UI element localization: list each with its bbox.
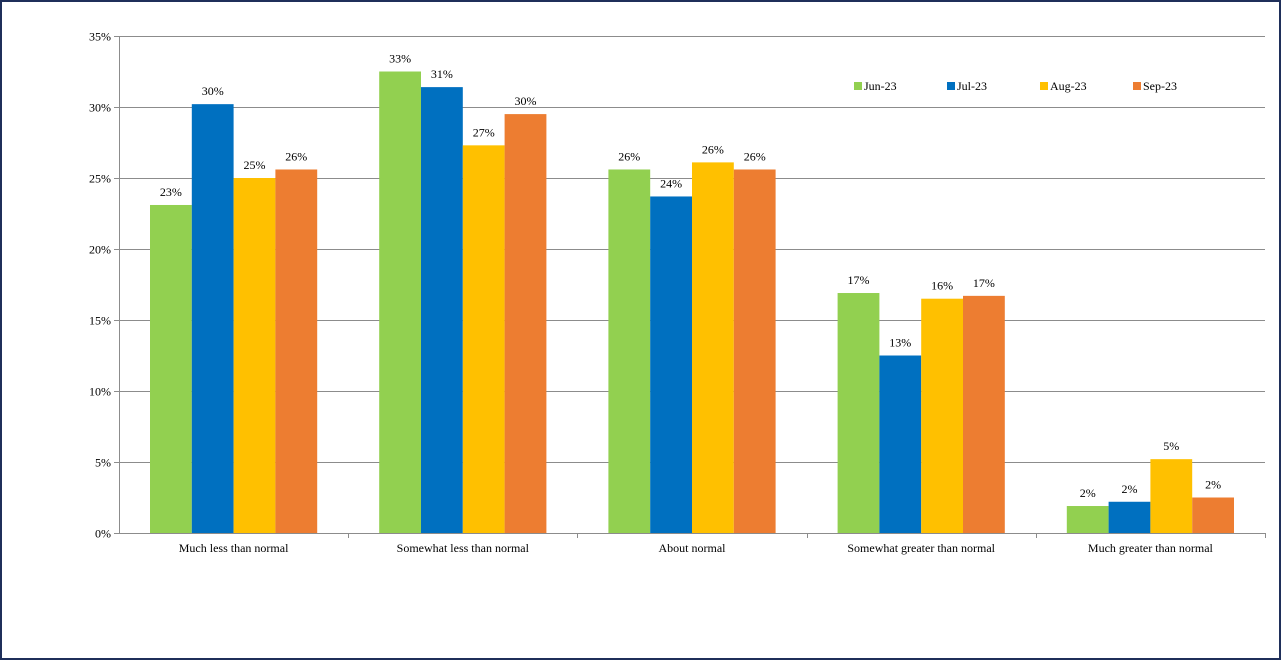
y-tick-label: 5% (95, 456, 111, 470)
category-label: Somewhat greater than normal (847, 541, 995, 555)
data-label: 17% (848, 273, 870, 287)
bar-aug-23 (1150, 459, 1193, 533)
axes: 0% 5% 10% 15% 20% 25% 30% 35% Much less than nor… (89, 30, 1266, 555)
bar-jun-23 (379, 71, 421, 533)
bar-jul-23 (1108, 501, 1151, 533)
bar-jun-23 (150, 204, 192, 534)
bar-jun-23 (837, 293, 880, 533)
data-label: 24% (660, 176, 682, 190)
data-label: 27% (473, 125, 495, 139)
legend-label: Sep-23 (1143, 79, 1177, 93)
data-label: 31% (431, 67, 453, 81)
y-tick-label: 35% (89, 30, 111, 44)
bar-sep-23 (504, 114, 547, 533)
data-label: 30% (515, 94, 537, 108)
data-label: 30% (202, 84, 224, 98)
bar-jul-23 (879, 355, 922, 533)
bar-jun-23 (608, 169, 651, 534)
legend-swatch (1040, 82, 1048, 90)
bar-sep-23 (733, 169, 776, 534)
bar-aug-23 (233, 178, 276, 533)
category-label: Much greater than normal (1088, 541, 1214, 555)
data-label: 26% (285, 149, 307, 163)
data-label: 33% (389, 52, 411, 66)
bar-jul-23 (650, 196, 692, 533)
legend-label: Jun-23 (864, 79, 897, 93)
data-label: 17% (973, 276, 995, 290)
bar-sep-23 (275, 169, 318, 534)
bar-sep-23 (1192, 497, 1234, 533)
legend-swatch (1133, 82, 1141, 90)
data-label: 26% (702, 142, 724, 156)
data-label: 13% (889, 336, 911, 350)
data-label: 26% (744, 149, 766, 163)
data-label: 23% (160, 185, 182, 199)
data-label: 2% (1080, 486, 1096, 500)
category-label: About normal (659, 541, 727, 555)
data-label: 2% (1122, 482, 1138, 496)
bar-aug-23 (921, 298, 963, 533)
category-label: Somewhat less than normal (397, 541, 530, 555)
y-tick-label: 0% (95, 527, 111, 541)
data-label: 16% (931, 279, 953, 293)
legend-label: Aug-23 (1050, 79, 1087, 93)
data-label: 26% (618, 149, 640, 163)
y-tick-label: 30% (89, 101, 111, 115)
bar-aug-23 (692, 162, 734, 533)
bars (150, 71, 1234, 534)
data-label: 2% (1205, 478, 1221, 492)
data-labels: 23% 30% 25% 26% 33% 31% 27% 30% 26% 24% 26% 26% 17% 1… (160, 52, 1221, 501)
data-label: 5% (1163, 439, 1179, 453)
category-label: Much less than normal (179, 541, 289, 555)
bar-jun-23 (1066, 506, 1109, 533)
data-label: 25% (244, 158, 266, 172)
bar-jul-23 (421, 87, 463, 534)
y-tick-label: 10% (89, 385, 111, 399)
legend: Jun-23 Jul-23 Aug-23 Sep-23 (854, 79, 1177, 93)
legend-swatch (854, 82, 862, 90)
y-tick-label: 20% (89, 243, 111, 257)
bar-sep-23 (963, 295, 1005, 533)
bar-aug-23 (462, 145, 505, 533)
y-tick-label: 15% (89, 314, 111, 328)
legend-label: Jul-23 (957, 79, 987, 93)
y-tick-label: 25% (89, 172, 111, 186)
bar-jul-23 (191, 104, 234, 533)
legend-swatch (947, 82, 955, 90)
